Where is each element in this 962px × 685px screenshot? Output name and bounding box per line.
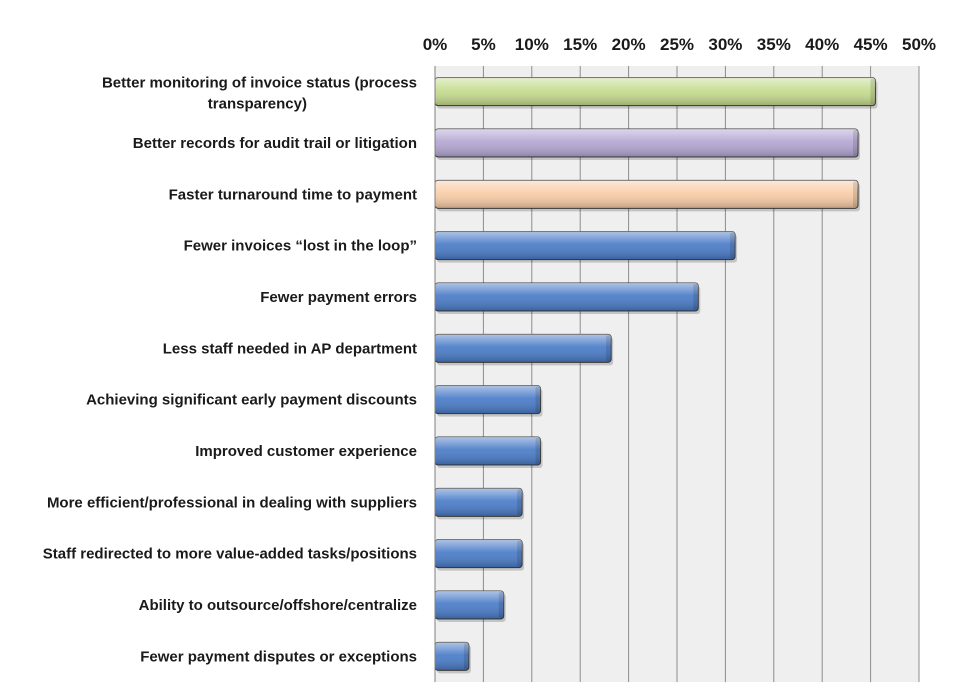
bar-end-cap <box>517 540 523 567</box>
category-label: Better records for audit trail or litiga… <box>133 135 417 152</box>
x-tick-label: 50% <box>902 35 936 54</box>
category-label: Fewer payment disputes or exceptions <box>140 648 417 665</box>
category-label: Better monitoring of invoice status (pro… <box>102 75 417 113</box>
bar-end-cap <box>517 489 523 516</box>
bar-highlight <box>435 437 541 465</box>
bar-highlight <box>435 283 699 311</box>
x-tick-label: 25% <box>660 35 694 54</box>
bar-highlight <box>435 77 876 106</box>
bar-highlight <box>435 488 523 517</box>
bar-highlight <box>435 642 469 671</box>
bar-end-cap <box>606 335 612 362</box>
bar-end-cap <box>498 592 504 618</box>
bar-end-cap <box>853 130 859 156</box>
x-tick-label: 30% <box>708 35 742 54</box>
bar-highlight <box>435 539 523 568</box>
bar-end-cap <box>853 181 859 208</box>
category-label: Achieving significant early payment disc… <box>86 392 417 409</box>
category-label: Fewer invoices “lost in the loop” <box>184 238 417 255</box>
category-label: Ability to outsource/offshore/centralize <box>139 597 417 614</box>
bar-highlight <box>435 180 859 209</box>
x-tick-label: 20% <box>612 35 646 54</box>
bar-end-cap <box>535 438 541 464</box>
bar-highlight <box>435 334 612 363</box>
bar-end-cap <box>870 78 876 105</box>
bar-highlight <box>435 231 736 260</box>
x-tick-label: 5% <box>471 35 496 54</box>
x-tick-label: 15% <box>563 35 597 54</box>
x-tick-label: 40% <box>805 35 839 54</box>
category-label: Less staff needed in AP department <box>163 340 417 357</box>
x-axis-ticks: 0% 5% 10% 15% 20% 25% 30% 35% 40% 45% 50% <box>423 35 936 54</box>
bar-end-cap <box>693 284 699 310</box>
x-tick-label: 45% <box>854 35 888 54</box>
bar-end-cap <box>535 386 541 413</box>
bar-highlight <box>435 129 859 157</box>
x-tick-label: 10% <box>515 35 549 54</box>
gridlines <box>482 66 920 682</box>
category-label: Staff redirected to more value-added tas… <box>43 546 417 563</box>
bar-end-cap <box>463 643 469 670</box>
bar-highlight <box>435 385 541 414</box>
category-labels: Better monitoring of invoice status (pro… <box>43 75 417 666</box>
category-label: More efficient/professional in dealing w… <box>47 494 417 511</box>
category-label: Faster turnaround time to payment <box>169 186 417 203</box>
x-tick-label: 0% <box>423 35 448 54</box>
bars <box>434 77 878 674</box>
bar-highlight <box>435 591 504 619</box>
x-tick-label: 35% <box>757 35 791 54</box>
category-label: Fewer payment errors <box>260 289 417 306</box>
category-label: Improved customer experience <box>195 443 417 460</box>
bar-end-cap <box>730 232 736 259</box>
